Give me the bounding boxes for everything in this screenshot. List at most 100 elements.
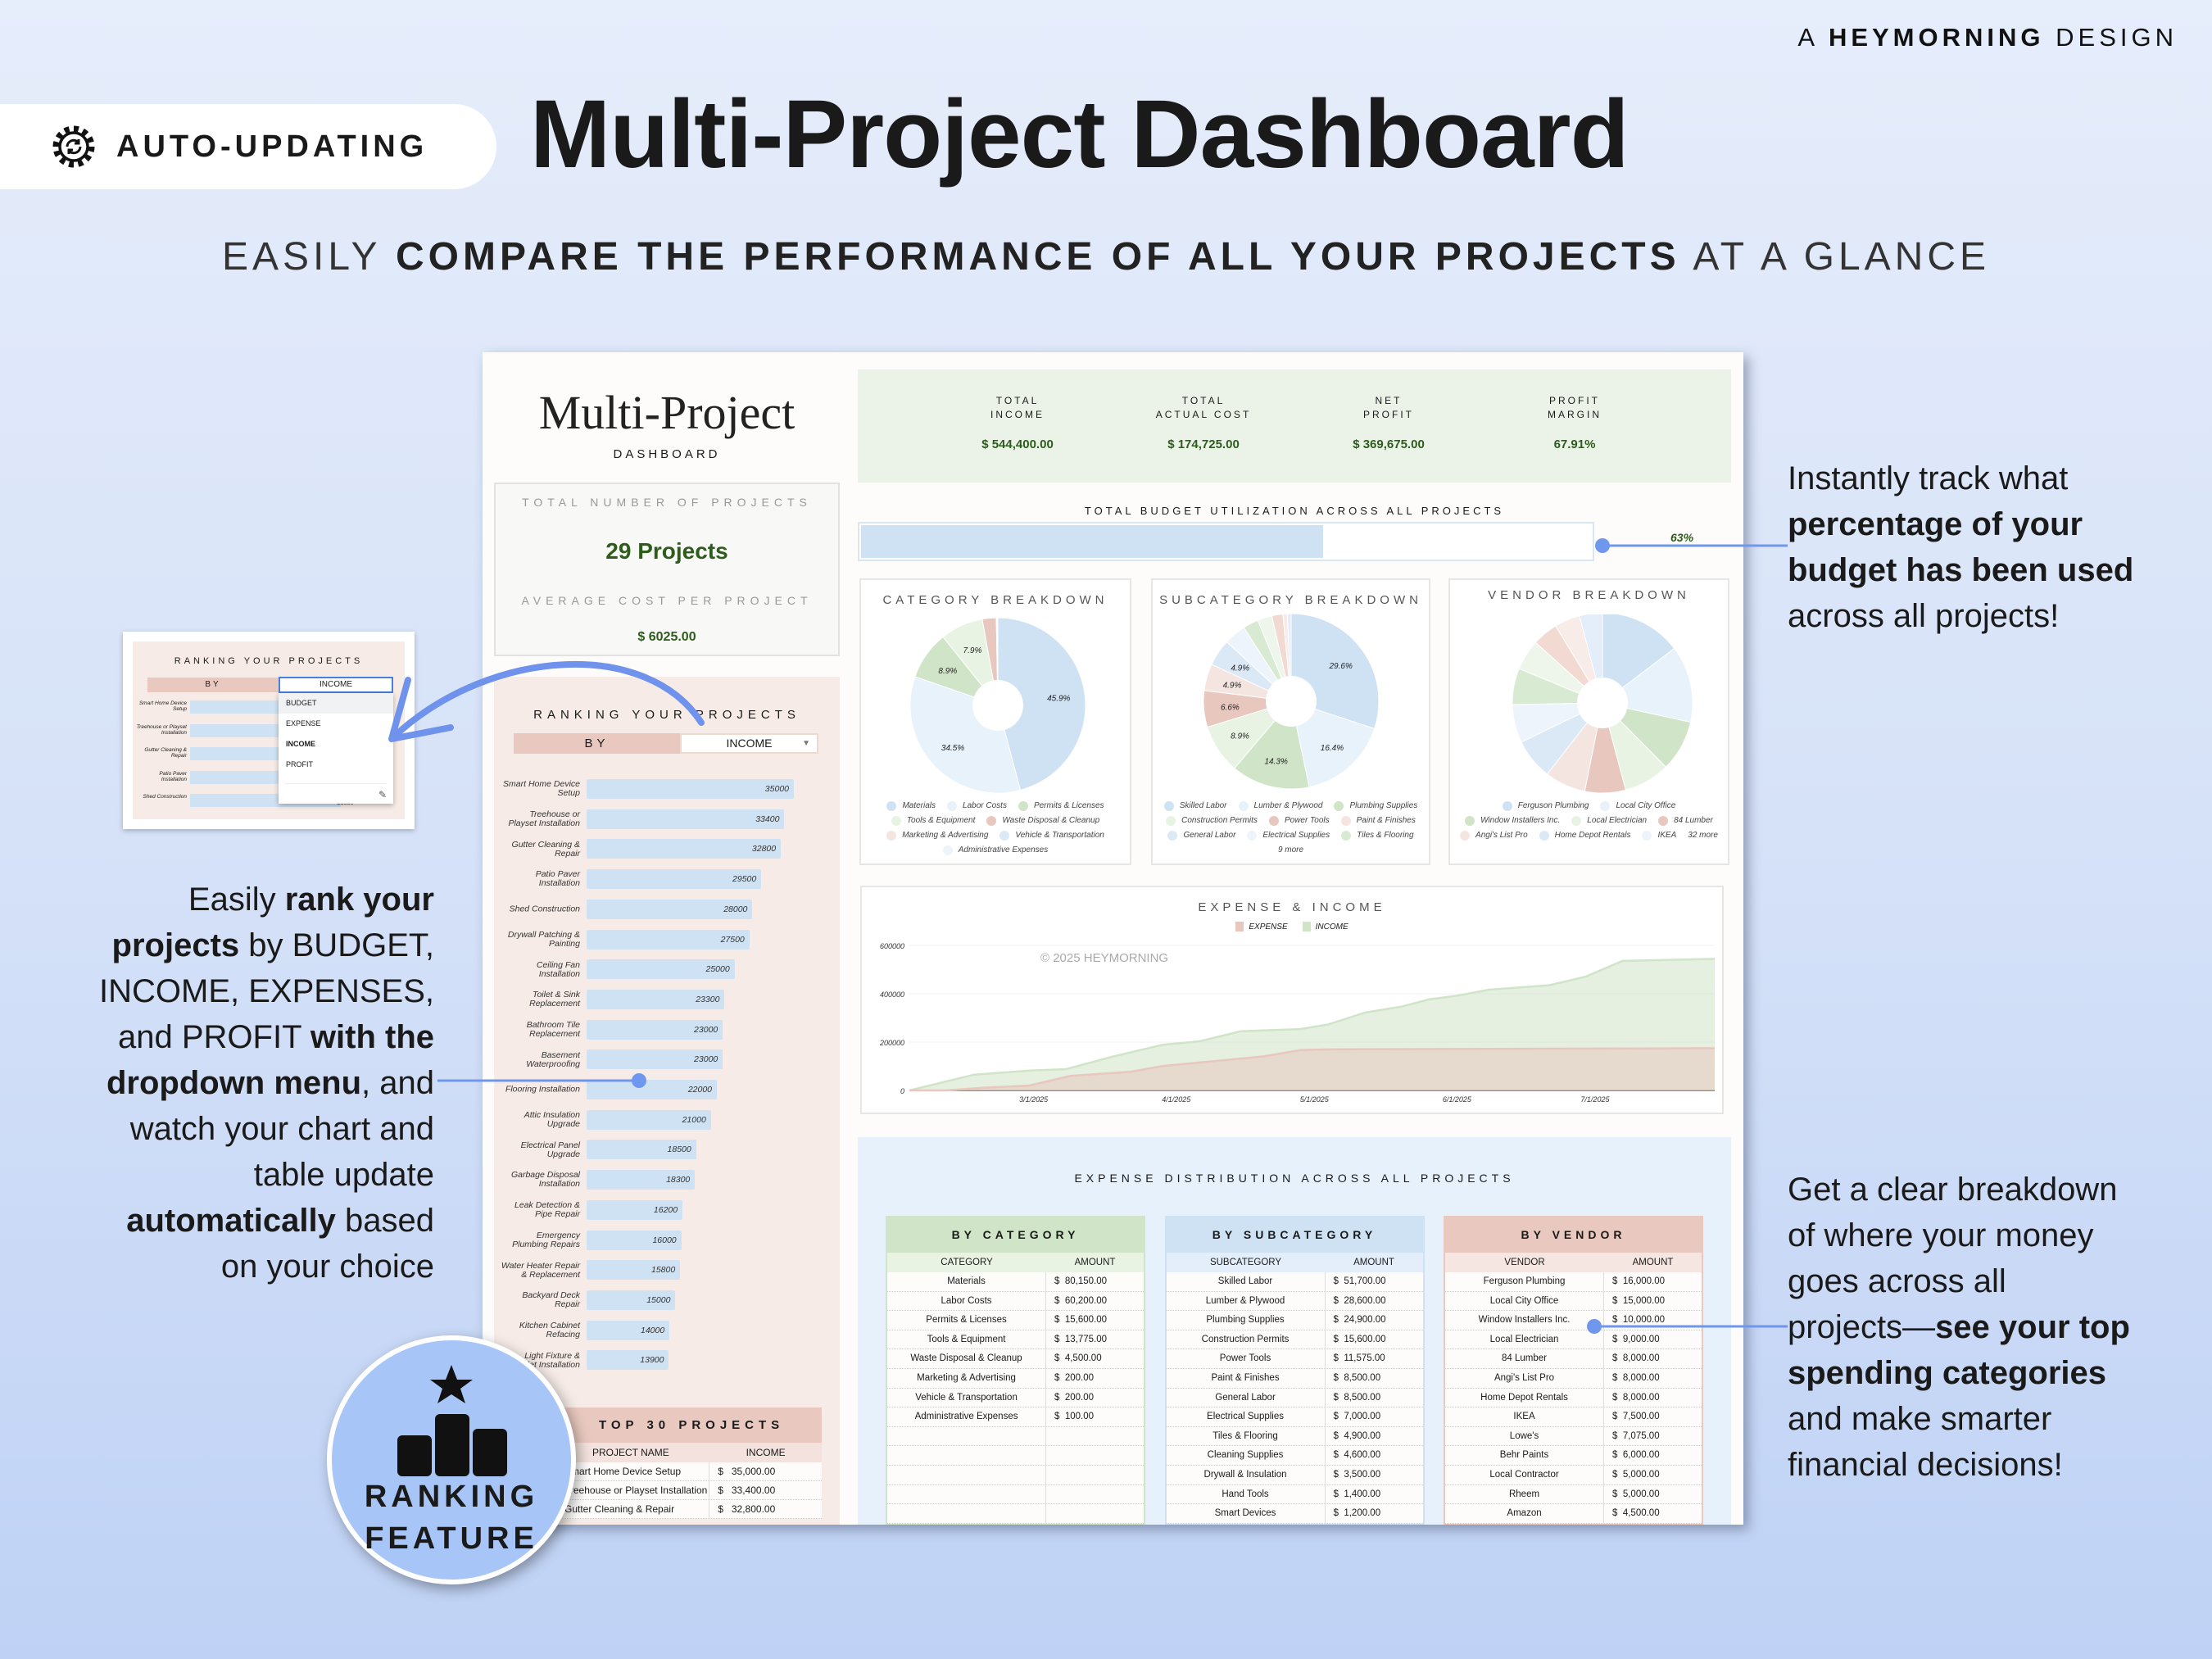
inset-bar-label: Smart Home Device Setup (138, 700, 187, 712)
legend-item[interactable]: Window Installers Inc. (1465, 814, 1560, 827)
top-30-table: TOP 30 PROJECTS PROJECT NAME INCOME Smart H… (527, 1407, 822, 1519)
legend-item[interactable]: Paint & Finishes (1340, 814, 1416, 827)
legend-item[interactable]: Ferguson Plumbing (1502, 800, 1589, 813)
legend-more[interactable]: 32 more (1688, 831, 1718, 840)
row-amount: $ 4,500.00 (1054, 1353, 1102, 1364)
ranking-bar-value: 14000 (640, 1325, 665, 1335)
legend-item[interactable]: Local City Office (1600, 800, 1675, 813)
table-row: Tools & Equipment $ 13,775.00 (887, 1330, 1144, 1350)
ranking-bar-row: Attic Insulation Upgrade 21000 (494, 1105, 840, 1135)
row-name: Tools & Equipment (887, 1330, 1047, 1349)
legend-more[interactable]: 9 more (1277, 845, 1304, 854)
legend-label: Power Tools (1284, 816, 1330, 825)
row-amount: $ 200.00 (1054, 1372, 1095, 1383)
legend-item[interactable]: Plumbing Supplies (1334, 800, 1417, 813)
dropdown-option-income[interactable]: INCOME (286, 740, 315, 748)
legend-item[interactable]: Tiles & Flooring (1341, 829, 1414, 842)
dropdown-option-budget[interactable]: BUDGET (279, 693, 393, 714)
watermark: © 2025 HEYMORNING (1040, 951, 1169, 965)
ranking-bar-row: Basement Waterproofing 23000 (494, 1045, 840, 1075)
callout-line: across all projects! (1788, 593, 2133, 639)
inset-by-label: BY (147, 678, 279, 692)
table-header: SUBCATEGORY AMOUNT (1166, 1253, 1423, 1272)
ranking-bar-value: 23000 (694, 1024, 718, 1035)
chevron-down-icon[interactable]: ▼ (802, 739, 810, 748)
pencil-icon[interactable]: ✎ (285, 783, 387, 800)
table-row: Electrical Supplies $ 7,000.00 (1166, 1407, 1423, 1427)
callout-text: INCOME, EXPENSES, (99, 973, 434, 1009)
ranking-bar-label: Backyard Deck Repair (522, 1290, 580, 1310)
ranking-bar-row: Drywall Patching & Painting 27500 (494, 925, 840, 955)
dropdown-option-profit[interactable]: PROFIT (286, 760, 313, 768)
legend-item[interactable]: Labor Costs (947, 800, 1007, 813)
legend-item[interactable]: Power Tools (1268, 814, 1330, 827)
curved-arrow-icon (388, 661, 705, 742)
expense-income-card: EXPENSE & INCOME EXPENSE INCOME © 2025 HEYM… (860, 886, 1724, 1114)
legend-item[interactable]: EXPENSE (1235, 922, 1288, 931)
legend-item[interactable]: Vehicle & Transportation (999, 829, 1104, 842)
kpi-value: $ 544,400.00 (981, 437, 1054, 451)
legend-swatch (1600, 801, 1611, 811)
legend-label: Vehicle & Transportation (1015, 831, 1104, 840)
legend-label: Home Depot Rentals (1554, 831, 1631, 840)
legend-item[interactable]: IKEA (1642, 829, 1676, 842)
row-amount: $ 1,200.00 (1333, 1508, 1381, 1519)
table-row: Marketing & Advertising $ 200.00 (887, 1368, 1144, 1389)
legend-item[interactable]: 84 Lumber (1658, 814, 1713, 827)
legend-item[interactable]: Angi's List Pro (1460, 829, 1528, 842)
callout-line: watch your chart and (99, 1106, 434, 1152)
project-name: Smart Home Device Setup (527, 1462, 710, 1480)
pie-data-label: 45.9% (1047, 694, 1070, 703)
legend-label: Waste Disposal & Cleanup (1002, 816, 1100, 825)
legend-item[interactable]: Materials (886, 800, 936, 813)
row-amount: $ 5,000.00 (1612, 1489, 1660, 1499)
legend-swatch (1642, 831, 1652, 841)
legend-item[interactable]: Permits & Licenses (1018, 800, 1104, 813)
inset-dropdown-input[interactable]: INCOME (279, 677, 393, 693)
legend-item[interactable]: General Labor (1167, 829, 1235, 842)
row-amount: $ 60,200.00 (1054, 1295, 1107, 1306)
legend-item[interactable]: Construction Permits (1166, 814, 1258, 827)
table-row: Amazon $ 4,500.00 (1445, 1504, 1702, 1524)
ranking-bar: 35000 (587, 779, 794, 799)
ranking-bar-label: Shed Construction (509, 904, 580, 914)
callout-line: spending categories (1788, 1350, 2130, 1396)
legend-item[interactable]: Waste Disposal & Cleanup (986, 814, 1099, 827)
table-row: Waste Disposal & Cleanup $ 4,500.00 (887, 1349, 1144, 1369)
project-count-label: TOTAL NUMBER OF PROJECTS (522, 496, 812, 509)
pie-data-label: 6.6% (1221, 704, 1240, 713)
podium-star-icon (397, 1365, 507, 1476)
row-name: Angi's List Pro (1445, 1368, 1605, 1388)
legend-item[interactable]: Home Depot Rentals (1539, 829, 1631, 842)
legend-item[interactable]: Administrative Expenses (942, 844, 1048, 857)
row-amount: $ 8,500.00 (1333, 1392, 1381, 1403)
legend-item[interactable]: Skilled Labor (1163, 800, 1227, 813)
legend-item[interactable]: Tools & Equipment (891, 814, 976, 827)
legend-item[interactable]: INCOME (1302, 922, 1349, 931)
legend-item[interactable]: Local Electrician (1571, 814, 1647, 827)
callout-text: by BUDGET, (239, 927, 434, 963)
legend-item[interactable]: Marketing & Advertising (886, 829, 988, 842)
gear-sync-icon (52, 125, 95, 168)
ranking-bar-row: Bathroom Tile Replacement 23000 (494, 1015, 840, 1045)
row-name: Materials (887, 1272, 1047, 1291)
callout-text: across all projects! (1788, 598, 2060, 634)
row-amount: $ 8,000.00 (1612, 1392, 1660, 1403)
pie-data-label: 8.9% (938, 667, 957, 676)
distribution-table-subcategory: BY SUBCATEGORY SUBCATEGORY AMOUNT Skilled L… (1164, 1216, 1425, 1525)
pie-legend: Ferguson Plumbing Local City Office Window… (1457, 800, 1721, 842)
callout-text: percentage of your (1788, 506, 2083, 542)
legend-swatch (1268, 816, 1279, 826)
legend-label: Tools & Equipment (906, 816, 976, 825)
subheadline: EASILY COMPARE THE PERFORMANCE OF ALL YO… (221, 235, 1991, 279)
table-row: Cleaning Supplies $ 4,600.00 (1166, 1446, 1423, 1466)
ranking-bar: 33400 (587, 809, 785, 829)
ranking-bar-value: 16000 (652, 1235, 677, 1245)
legend-item[interactable]: Lumber & Plywood (1238, 800, 1322, 813)
legend-swatch (886, 831, 897, 841)
legend-item[interactable]: Electrical Supplies (1247, 829, 1330, 842)
ranking-metric-dropdown[interactable]: INCOME ▼ (680, 733, 818, 754)
row-amount: $ 1,400.00 (1333, 1489, 1381, 1499)
dropdown-option-expense[interactable]: EXPENSE (286, 719, 321, 728)
vendor-breakdown-card: VENDOR BREAKDOWN Ferguson Plumbing Local C… (1448, 578, 1729, 865)
